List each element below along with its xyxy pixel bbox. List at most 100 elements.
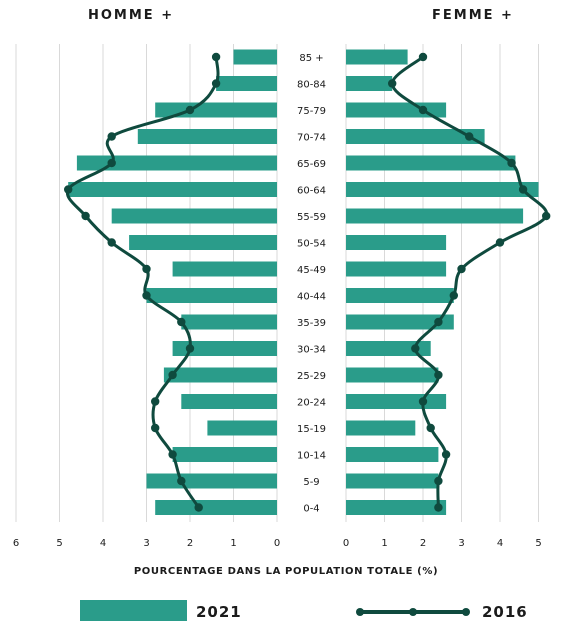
right-tick-label: 4 — [497, 538, 503, 549]
bar-femme-2021 — [346, 235, 447, 250]
age-category-label: 40-44 — [297, 292, 326, 303]
left-tick-label: 0 — [274, 538, 280, 549]
right-tick-label: 2 — [420, 538, 426, 549]
bar-femme-2021 — [346, 182, 539, 197]
age-category-label: 10-14 — [297, 451, 326, 462]
right-tick-label: 3 — [458, 538, 464, 549]
bar-homme-2021 — [146, 473, 277, 489]
bar-homme-2021 — [129, 235, 277, 250]
point-homme-2016 — [107, 158, 116, 168]
bar-femme-2021 — [346, 102, 447, 118]
bar-femme-2021 — [346, 420, 416, 436]
bar-femme-2021 — [346, 155, 516, 171]
point-femme-2016 — [542, 211, 551, 221]
bar-homme-2021 — [137, 129, 277, 144]
bar-homme-2021 — [172, 261, 277, 277]
bar-femme-2021 — [346, 208, 524, 224]
point-femme-2016 — [411, 344, 420, 353]
point-femme-2016 — [418, 105, 428, 115]
point-homme-2016 — [151, 423, 160, 433]
bar-homme-2021 — [233, 49, 277, 65]
point-femme-2016 — [426, 423, 435, 433]
legend-bar-label: 2021 — [196, 603, 242, 621]
bar-homme-2021 — [207, 420, 277, 436]
point-femme-2016 — [434, 370, 443, 380]
bar-homme-2021 — [155, 500, 277, 515]
left-header: HOMME + — [88, 8, 175, 23]
right-tick-label: 1 — [381, 538, 387, 549]
point-homme-2016 — [168, 450, 177, 459]
age-category-label: 5-9 — [303, 477, 319, 488]
point-homme-2016 — [211, 79, 221, 88]
left-tick-label: 1 — [230, 538, 236, 549]
age-category-label: 80-84 — [297, 80, 326, 91]
left-tick-label: 5 — [56, 538, 62, 549]
bar-homme-2021 — [68, 182, 277, 197]
age-category-label: 25-29 — [297, 371, 326, 382]
line-homme-2016 — [65, 56, 220, 509]
x-axis-title: POURCENTAGE DANS LA POPULATION TOTALE (%… — [133, 566, 439, 577]
point-homme-2016 — [168, 370, 177, 380]
legend-line-swatch — [356, 608, 470, 616]
legend-line-label: 2016 — [482, 603, 528, 621]
point-femme-2016 — [465, 132, 474, 141]
bar-femme-2021 — [346, 473, 439, 489]
point-femme-2016 — [434, 317, 443, 327]
point-femme-2016 — [441, 450, 451, 459]
bar-femme-2021 — [346, 261, 447, 277]
bar-homme-2021 — [155, 102, 277, 118]
point-femme-2016 — [418, 52, 428, 62]
bar-homme-2021 — [181, 314, 277, 330]
bar-homme-2021 — [216, 76, 277, 91]
point-homme-2016 — [107, 238, 116, 247]
point-homme-2016 — [63, 185, 73, 194]
point-homme-2016 — [81, 211, 90, 221]
point-femme-2016 — [388, 79, 397, 88]
age-category-label: 75-79 — [297, 106, 326, 117]
point-homme-2016 — [185, 105, 195, 115]
point-femme-2016 — [434, 476, 443, 486]
point-homme-2016 — [177, 476, 186, 486]
point-homme-2016 — [142, 291, 151, 300]
age-category-label: 0-4 — [303, 504, 319, 515]
point-homme-2016 — [185, 344, 195, 353]
bar-homme-2021 — [76, 155, 278, 171]
point-homme-2016 — [151, 397, 160, 406]
age-category-label: 45-49 — [297, 265, 326, 276]
right-header: FEMME + — [432, 8, 514, 23]
bar-femme-2021 — [346, 447, 439, 462]
age-category-label: 50-54 — [297, 239, 326, 250]
age-category-label: 15-19 — [297, 424, 326, 435]
point-femme-2016 — [418, 397, 428, 406]
legend-bar-swatch — [80, 600, 187, 621]
point-homme-2016 — [177, 317, 186, 327]
bar-femme-2021 — [346, 49, 408, 65]
bar-femme-2021 — [346, 314, 454, 330]
bar-homme-2021 — [172, 341, 277, 356]
point-homme-2016 — [194, 503, 203, 512]
right-tick-label: 5 — [535, 538, 541, 549]
age-category-label: 35-39 — [297, 318, 326, 329]
left-tick-label: 6 — [13, 538, 19, 549]
age-category-label: 60-64 — [297, 186, 326, 197]
left-tick-label: 2 — [187, 538, 193, 549]
bar-homme-2021 — [172, 447, 277, 462]
point-femme-2016 — [449, 291, 458, 300]
bar-femme-2021 — [346, 76, 393, 91]
point-femme-2016 — [434, 503, 443, 512]
age-category-label: 20-24 — [297, 398, 326, 409]
bar-femme-2021 — [346, 341, 431, 356]
bar-homme-2021 — [181, 394, 277, 409]
point-femme-2016 — [507, 158, 516, 168]
point-homme-2016 — [107, 132, 116, 141]
point-femme-2016 — [495, 238, 505, 247]
age-category-label: 65-69 — [297, 159, 326, 170]
right-tick-label: 0 — [343, 538, 349, 549]
point-femme-2016 — [457, 264, 466, 274]
age-category-label: 55-59 — [297, 212, 326, 223]
point-homme-2016 — [211, 52, 221, 62]
age-category-label: 85 + — [299, 53, 323, 64]
bar-homme-2021 — [163, 367, 277, 383]
bar-homme-2021 — [146, 288, 277, 303]
